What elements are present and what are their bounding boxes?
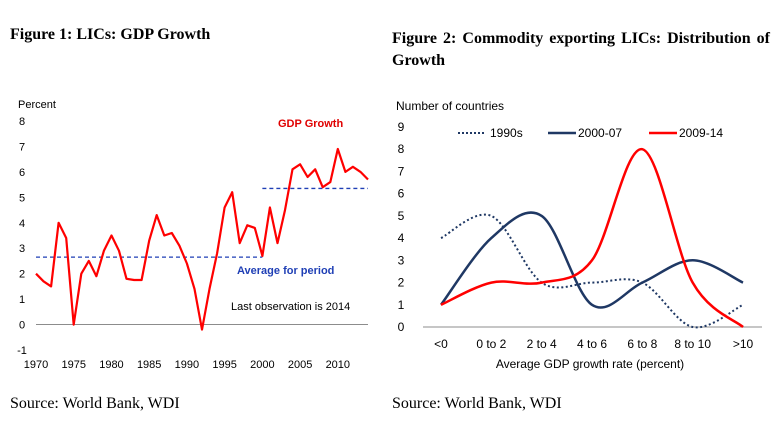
chart2-legend: 1990s 2000-07 2009-14 (458, 126, 723, 140)
chart1-xtick-label: 2010 (326, 359, 350, 371)
chart1-ylabel: Percent (18, 99, 56, 111)
chart2-series-2009-14 (440, 147, 744, 328)
chart2-ytick-label: 5 (398, 209, 405, 223)
chart1-x-ticks: 1970 1975 1980 1985 1990 1995 2000 2005 2010 (24, 359, 350, 371)
chart2-xtick-label: 0 to 2 (476, 337, 506, 351)
figure2-source: Source: World Bank, WDI (392, 395, 562, 412)
chart1-xtick-label: 2000 (250, 359, 274, 371)
chart2-ytick-label: 4 (398, 231, 405, 245)
chart2-y-ticks: 9 8 7 6 5 4 3 2 1 0 (398, 120, 405, 334)
chart1-ytick-label: 7 (19, 141, 25, 153)
chart1-xtick-label: 2005 (288, 359, 312, 371)
chart2-xtick-label: 2 to 4 (527, 337, 557, 351)
chart2-ytick-label: 8 (398, 142, 405, 156)
legend-label-2000-07: 2000-07 (578, 126, 622, 140)
chart2-xlabel: Average GDP growth rate (percent) (496, 357, 684, 371)
chart1-xtick-label: 1995 (212, 359, 236, 371)
chart1-ytick-label: -1 (17, 345, 27, 357)
chart2-ytick-label: 6 (398, 187, 405, 201)
figure1-source: Source: World Bank, WDI (10, 395, 180, 412)
chart2-ytick-label: 3 (398, 253, 405, 267)
chart1-xtick-label: 1970 (24, 359, 48, 371)
chart2-xtick-label: 8 to 10 (674, 337, 711, 351)
chart1-ytick-label: 5 (19, 192, 25, 204)
chart1-ytick-label: 2 (19, 269, 25, 281)
chart2-ytick-label: 7 (398, 164, 405, 178)
chart2-ytick-label: 9 (398, 120, 405, 134)
chart1-ytick-label: 3 (19, 243, 25, 255)
chart1-average-label: Average for period (237, 265, 334, 277)
chart2-x-ticks: <0 0 to 2 2 to 4 4 to 6 6 to 8 8 to 10 >10 (434, 337, 753, 351)
chart2-ylabel: Number of countries (396, 99, 504, 113)
chart2-xtick-label: 4 to 6 (577, 337, 607, 351)
chart1-gdp-growth: Percent 8 7 6 5 4 3 2 1 0 -1 1970 1975 1980 1985 1990… (17, 99, 369, 371)
chart2-xtick-label: <0 (434, 337, 448, 351)
chart1-ytick-label: 8 (19, 116, 25, 128)
chart2-ytick-label: 2 (398, 276, 405, 290)
chart1-average-lines (36, 187, 368, 258)
chart1-series-label: GDP Growth (278, 118, 343, 130)
chart1-ytick-label: 4 (19, 218, 25, 230)
legend-label-2009-14: 2009-14 (679, 126, 723, 140)
chart2-xtick-label: >10 (733, 337, 754, 351)
chart1-ytick-label: 0 (19, 320, 25, 332)
chart2-xtick-label: 6 to 8 (627, 337, 657, 351)
chart1-xtick-label: 1975 (61, 359, 85, 371)
chart1-xtick-label: 1980 (99, 359, 123, 371)
chart1-xtick-label: 1990 (175, 359, 199, 371)
chart1-ytick-label: 6 (19, 167, 25, 179)
chart1-ytick-label: 1 (19, 294, 25, 306)
legend-label-1990s: 1990s (490, 126, 523, 140)
chart2-ytick-label: 1 (398, 298, 405, 312)
chart1-last-observation: Last observation is 2014 (231, 301, 350, 313)
chart2-series-1990s (440, 213, 744, 329)
figure1-title: Figure 1: LICs: GDP Growth (10, 26, 211, 43)
chart1-xtick-label: 1985 (137, 359, 161, 371)
figure2-title: Figure 2: Commodity exporting LICs: Dist… (392, 30, 770, 69)
chart2-series (440, 147, 744, 329)
chart1-y-ticks: 8 7 6 5 4 3 2 1 0 -1 (17, 116, 27, 357)
chart2-series-2000-07 (440, 211, 744, 309)
chart2-ytick-label: 0 (398, 320, 405, 334)
chart1-gdp-growth-line (35, 147, 369, 331)
